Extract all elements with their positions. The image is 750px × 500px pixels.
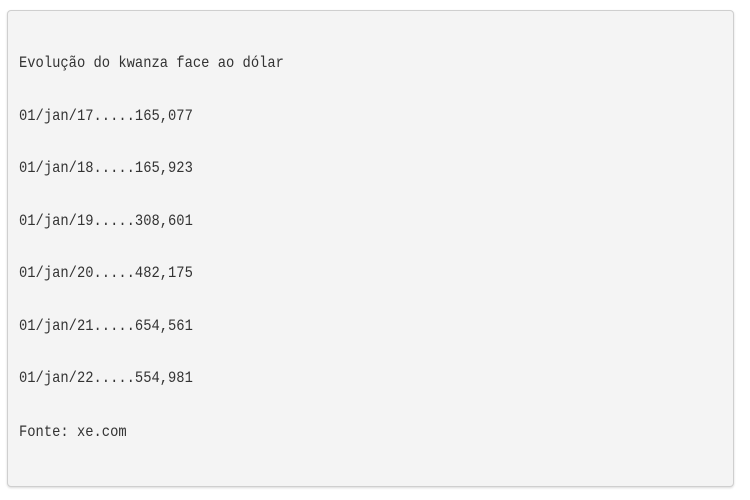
- rate-line: 01/jan/21.....654,561: [19, 319, 193, 336]
- title: Evolução do kwanza face ao dólar: [19, 56, 284, 73]
- rate-line: 01/jan/20.....482,175: [19, 266, 193, 283]
- rate-line: 01/jan/17.....165,077: [19, 109, 193, 126]
- source-note: Fonte: xe.com: [19, 425, 127, 442]
- text-panel: Evolução do kwanza face ao dólar 01/jan/…: [7, 10, 734, 487]
- rate-line: 01/jan/18.....165,923: [19, 161, 193, 178]
- rate-line: 01/jan/22.....554,981: [19, 371, 193, 388]
- rate-line: 01/jan/19.....308,601: [19, 214, 193, 231]
